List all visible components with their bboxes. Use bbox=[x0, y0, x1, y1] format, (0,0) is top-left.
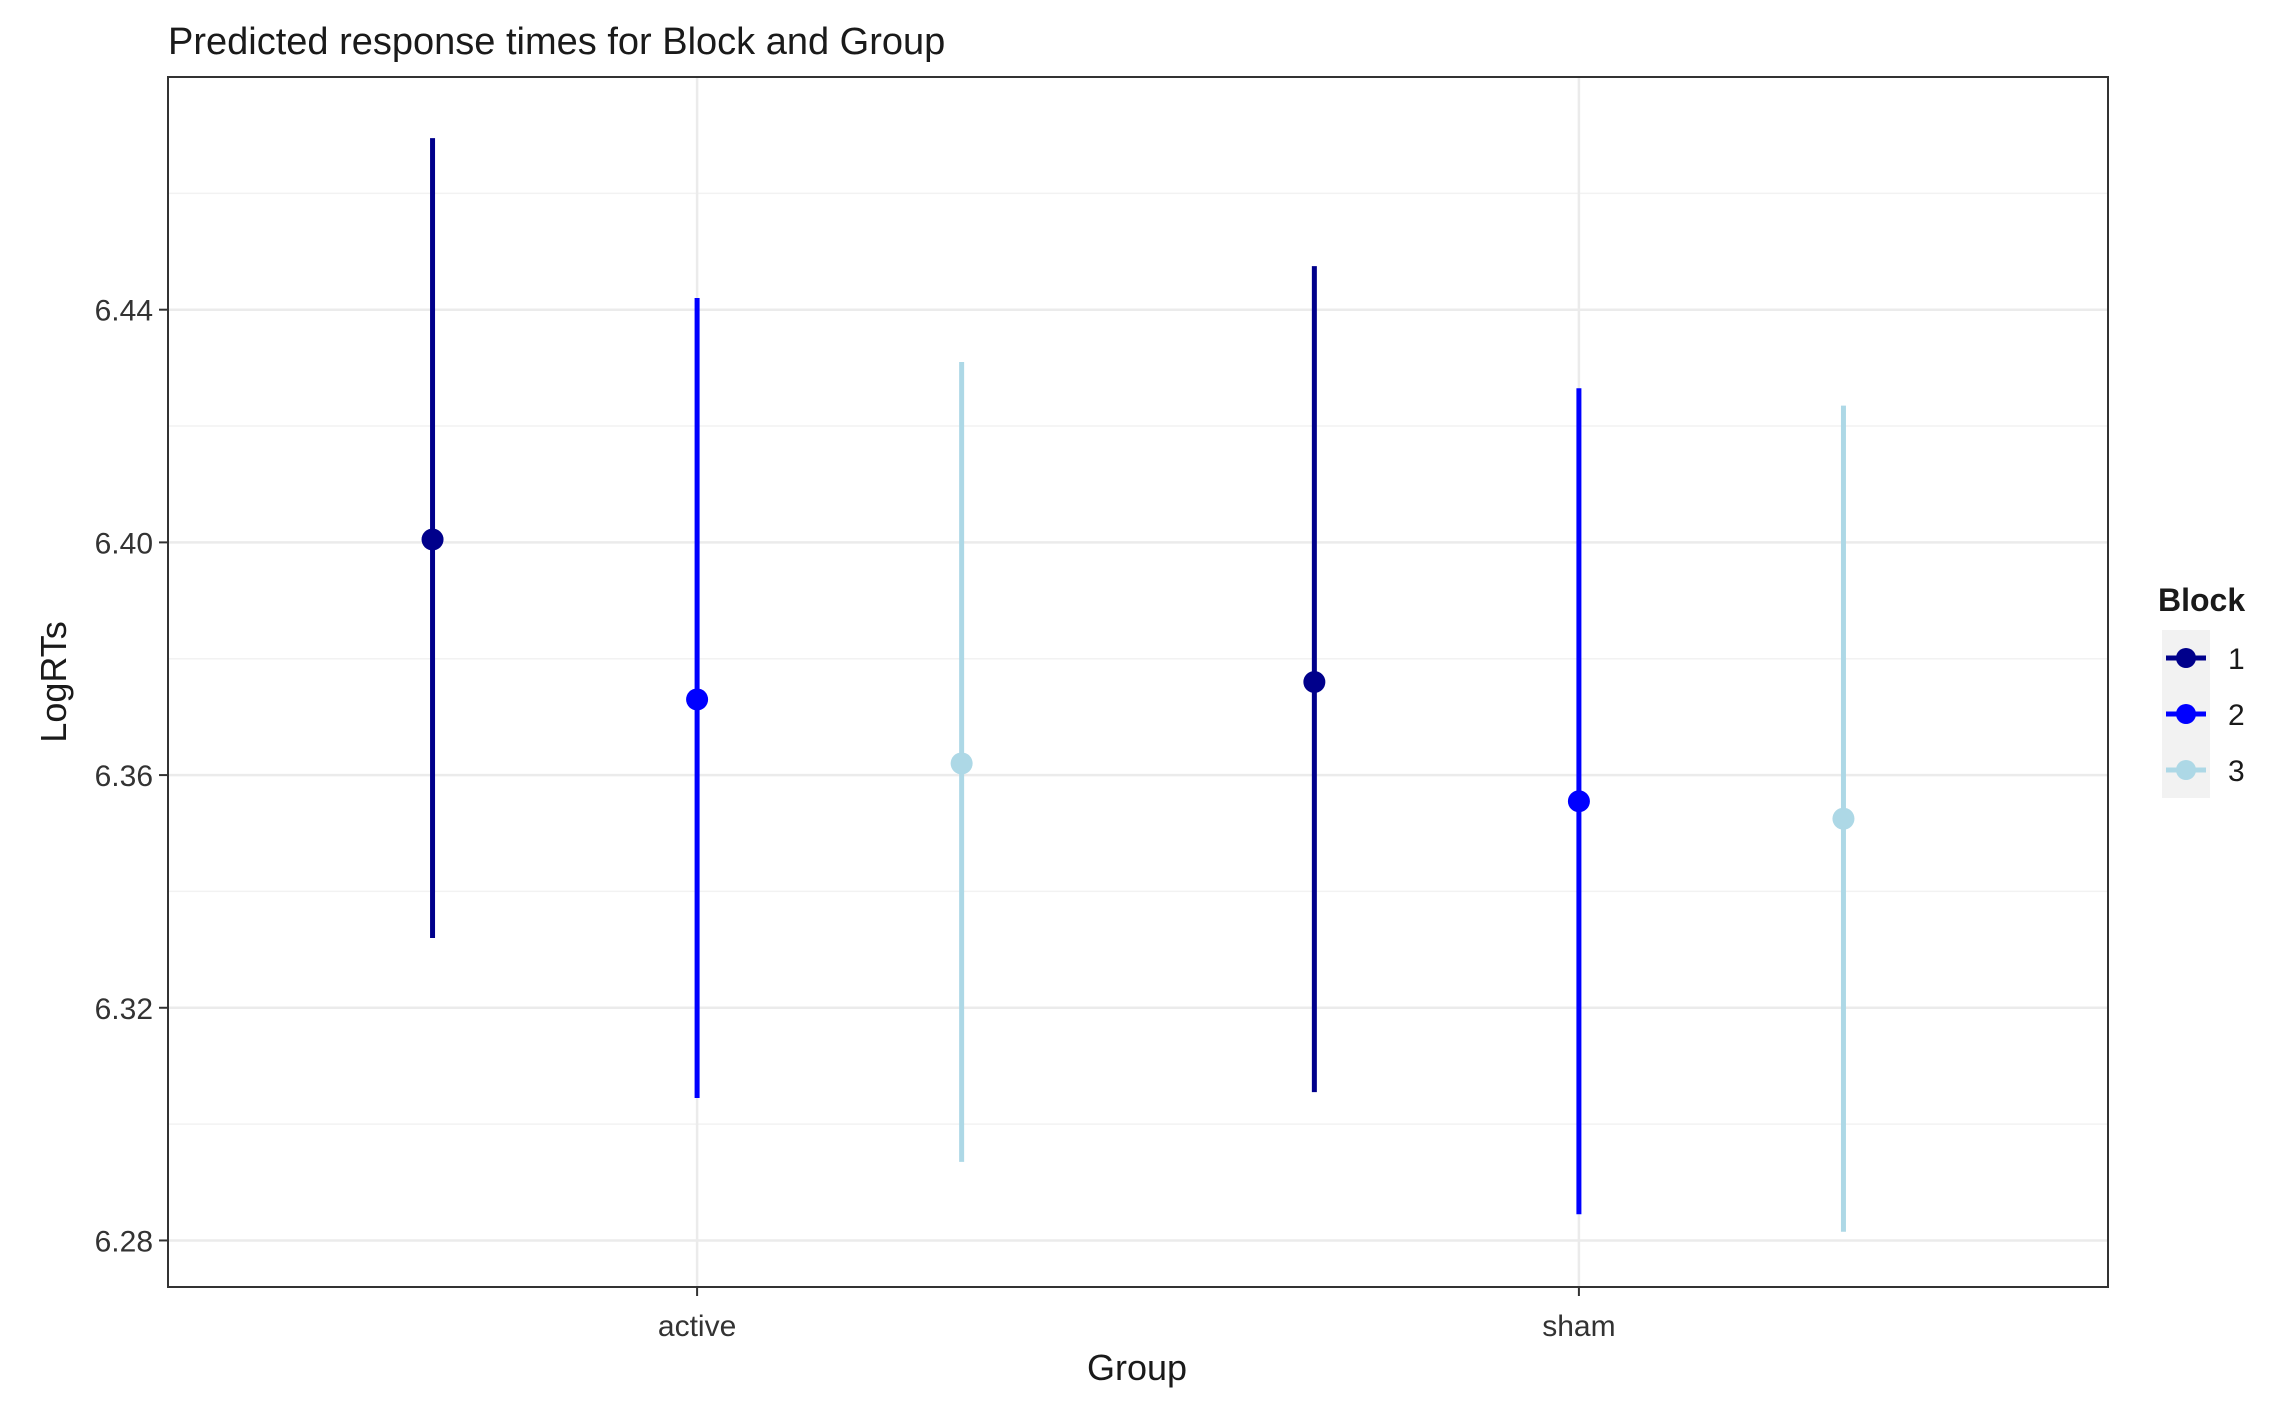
plot-border bbox=[167, 76, 2109, 1288]
y-axis-title: LogRTs bbox=[33, 621, 74, 742]
y-axis: 6.28 6.32 6.36 6.40 6.44 bbox=[95, 295, 168, 1258]
legend-key-point bbox=[2176, 648, 2196, 668]
x-axis-title: Group bbox=[1087, 1347, 1187, 1388]
legend: Block 1 2 3 bbox=[2158, 582, 2245, 798]
data-point bbox=[950, 752, 973, 775]
data-marks bbox=[421, 138, 1855, 1232]
data-point bbox=[1832, 807, 1855, 830]
data-point bbox=[421, 528, 444, 551]
data-point bbox=[686, 688, 709, 711]
y-tick-label: 6.40 bbox=[95, 527, 153, 560]
x-axis: active sham bbox=[658, 1287, 1616, 1343]
plot-panel bbox=[168, 77, 2108, 1287]
y-tick-label: 6.44 bbox=[95, 295, 153, 328]
legend-key-point bbox=[2176, 760, 2196, 780]
legend-key-point bbox=[2176, 704, 2196, 724]
data-point bbox=[1303, 671, 1326, 693]
data-point bbox=[1567, 790, 1590, 813]
x-tick-label: active bbox=[658, 1310, 736, 1343]
y-tick-label: 6.36 bbox=[95, 760, 153, 793]
legend-label: 1 bbox=[2228, 643, 2245, 676]
y-tick-label: 6.32 bbox=[95, 993, 153, 1026]
x-tick-label: sham bbox=[1542, 1310, 1615, 1343]
legend-label: 2 bbox=[2228, 699, 2245, 732]
legend-title: Block bbox=[2158, 582, 2245, 618]
y-tick-label: 6.28 bbox=[95, 1225, 153, 1258]
legend-label: 3 bbox=[2228, 755, 2245, 788]
chart-title: Predicted response times for Block and G… bbox=[168, 21, 945, 63]
